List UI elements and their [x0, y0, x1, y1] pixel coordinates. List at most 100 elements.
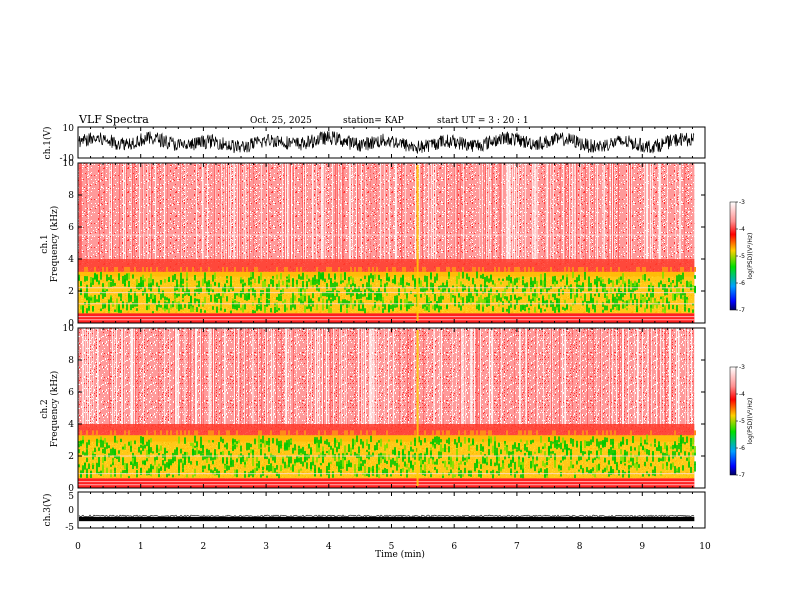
- spectrogram-green-patch: [170, 460, 172, 465]
- spectrogram-streak: [122, 328, 123, 428]
- spectrogram-green-patch: [686, 298, 688, 304]
- spectrogram-green-patch: [570, 291, 572, 299]
- spectrogram-green-patch: [130, 440, 132, 445]
- spectrogram-green-patch: [370, 288, 372, 295]
- spectrogram-green-patch: [204, 465, 206, 469]
- spectrogram-green-patch: [478, 461, 480, 464]
- spectrogram-green-patch: [410, 460, 412, 467]
- spectrogram-green-patch: [406, 292, 408, 301]
- spectrogram-green-patch: [158, 474, 160, 478]
- spectrogram-streak: [576, 163, 577, 263]
- spectrogram-green-patch: [174, 449, 176, 456]
- spectrogram-green-patch: [348, 444, 350, 453]
- spectrogram-green-patch: [100, 308, 102, 312]
- spectrogram-green-patch: [360, 308, 362, 312]
- spectrogram-green-patch: [146, 450, 148, 458]
- spectrogram-low-red-band: [78, 478, 695, 488]
- spectrogram-green-patch: [516, 297, 518, 306]
- spectrogram-green-patch: [244, 282, 246, 286]
- spectrogram-green-patch: [414, 439, 416, 447]
- spectrogram-green-patch: [638, 278, 640, 283]
- spectrogram-orange-patch: [636, 267, 638, 272]
- spectrogram-green-patch: [168, 463, 170, 469]
- spectrogram-green-patch: [266, 456, 268, 460]
- spectrogram-orange-patch: [80, 430, 82, 436]
- spectrogram-green-patch: [522, 457, 524, 463]
- spectrogram-green-patch: [130, 445, 132, 448]
- spectrogram-green-patch: [384, 457, 386, 463]
- spectrogram-green-patch: [492, 475, 494, 479]
- spectrogram-green-patch: [524, 452, 526, 457]
- spectrogram-green-patch: [80, 282, 82, 287]
- spectrogram-green-patch: [596, 276, 598, 284]
- spectrogram-green-patch: [144, 460, 146, 466]
- spectrogram-green-patch: [108, 303, 110, 312]
- spectrogram-streak: [130, 328, 131, 428]
- spectrogram-green-patch: [628, 299, 630, 305]
- spectrogram-green-patch: [124, 462, 126, 470]
- spectrogram-green-patch: [608, 471, 610, 477]
- spectrogram-streak: [349, 163, 350, 263]
- spectrogram-green-patch: [380, 294, 382, 302]
- colorbar-tick-label: -4: [739, 226, 745, 233]
- spectrogram-orange-patch: [602, 430, 604, 436]
- spectrogram-green-patch: [434, 276, 436, 283]
- spectrogram-streak: [178, 328, 179, 428]
- spectrogram-green-patch: [662, 454, 664, 462]
- spectrogram-green-patch: [606, 305, 608, 311]
- spectrogram-streak: [119, 163, 120, 263]
- spectrogram-green-patch: [334, 273, 336, 280]
- spectrogram-green-patch: [152, 292, 154, 301]
- spectrogram-green-patch: [378, 440, 380, 443]
- spectrogram-streak: [480, 328, 481, 428]
- spectrogram-green-patch: [592, 304, 594, 310]
- spectrogram-green-patch: [102, 448, 104, 454]
- spectrogram-green-patch: [662, 463, 664, 470]
- spectrogram-streak: [512, 163, 513, 263]
- spectrogram-orange-patch: [154, 430, 156, 436]
- spectrogram-green-patch: [554, 293, 556, 301]
- spectrogram-streak: [305, 163, 306, 263]
- spectrogram-green-patch: [266, 299, 268, 307]
- spectrogram-green-patch: [196, 441, 198, 448]
- spectrogram-green-patch: [368, 275, 370, 283]
- spectrogram-green-patch: [658, 441, 660, 445]
- spectrogram-streak: [167, 163, 168, 263]
- spectrogram-streak: [234, 163, 235, 263]
- spectrogram-green-patch: [450, 292, 452, 301]
- spectrogram-green-patch: [656, 448, 658, 451]
- spectrogram-green-patch: [520, 464, 522, 470]
- spectrogram-green-patch: [422, 286, 424, 293]
- spectrogram-green-patch: [192, 474, 194, 478]
- ch3-signal-edge: [78, 514, 695, 518]
- spectrogram-green-patch: [232, 445, 234, 451]
- spectrogram-orange-patch: [368, 267, 370, 272]
- spectrogram-green-patch: [174, 286, 176, 292]
- spectrogram-streak: [212, 328, 213, 428]
- spectrogram-streak: [550, 163, 551, 263]
- spectrogram-orange-patch: [170, 430, 172, 436]
- spectrogram-streak: [321, 163, 322, 263]
- spectrogram-green-patch: [492, 280, 494, 285]
- spectrogram-streak: [638, 328, 639, 428]
- spectrogram-green-patch: [380, 291, 382, 298]
- spectrogram-orange-patch: [254, 267, 256, 272]
- spectrogram-green-patch: [486, 285, 488, 289]
- spectrogram-green-patch: [682, 284, 684, 288]
- spectrogram-green-patch: [560, 472, 562, 477]
- spectrogram-green-patch: [314, 464, 316, 472]
- spectrogram-green-patch: [130, 304, 132, 311]
- spectrogram-green-patch: [324, 292, 326, 297]
- spectrogram-green-patch: [86, 449, 88, 456]
- spectrogram-green-patch: [640, 293, 642, 300]
- spectrogram-green-patch: [498, 442, 500, 447]
- spectrogram-streak: [491, 328, 492, 428]
- spectrogram-green-patch: [482, 456, 484, 464]
- spectrogram-green-patch: [334, 295, 336, 301]
- spectrogram-green-patch: [356, 472, 358, 477]
- spectrogram-green-patch: [104, 455, 106, 462]
- spectrogram-green-patch: [306, 462, 308, 469]
- spectrogram-green-patch: [110, 295, 112, 303]
- spectrogram-orange-patch: [208, 430, 210, 436]
- spectrogram-green-patch: [650, 291, 652, 298]
